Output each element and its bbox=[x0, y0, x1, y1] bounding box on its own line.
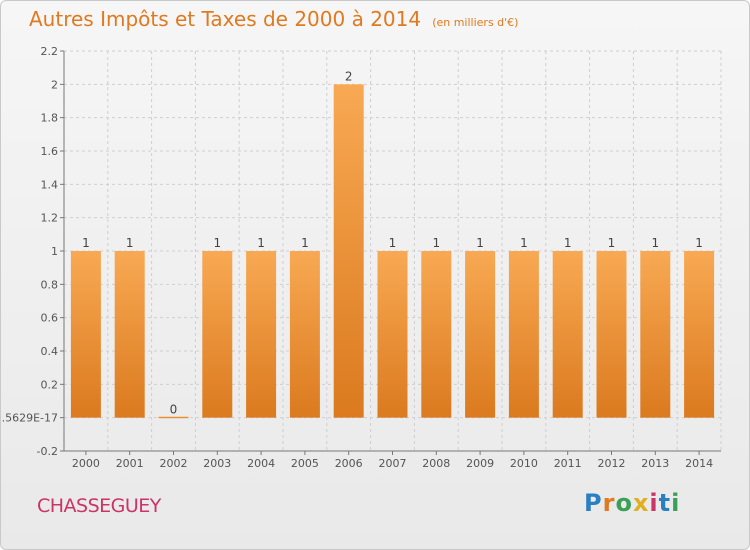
y-tick-label: 0.8 bbox=[41, 278, 59, 291]
data-label: 1 bbox=[695, 236, 703, 250]
bars bbox=[70, 84, 715, 419]
x-tick-label: 2004 bbox=[247, 457, 275, 470]
data-label: 1 bbox=[257, 236, 265, 250]
data-label: 1 bbox=[82, 236, 90, 250]
x-tick-label: 2008 bbox=[422, 457, 450, 470]
x-tick-label: 2002 bbox=[160, 457, 188, 470]
logo-letter: o bbox=[615, 489, 633, 517]
y-tick-label: -0.2 bbox=[37, 445, 58, 458]
y-tick-label: 1.8 bbox=[41, 112, 59, 125]
y-tick-label: 1.4 bbox=[41, 178, 59, 191]
bar bbox=[640, 251, 671, 418]
data-label: 1 bbox=[301, 236, 309, 250]
x-tick-label: 2005 bbox=[291, 457, 319, 470]
bar bbox=[377, 251, 408, 418]
y-tick-label: 0.6 bbox=[41, 312, 59, 325]
data-label: 2 bbox=[345, 69, 353, 83]
bar bbox=[465, 251, 496, 418]
y-tick-label: 1.2 bbox=[41, 212, 59, 225]
data-label: 1 bbox=[520, 236, 528, 250]
logo-letter: i bbox=[671, 489, 681, 517]
x-tick-label: 2010 bbox=[510, 457, 538, 470]
bar bbox=[246, 251, 277, 418]
chart-title: Autres Impôts et Taxes de 2000 à 2014 bbox=[29, 7, 422, 31]
bar bbox=[202, 251, 233, 418]
bar bbox=[596, 251, 627, 418]
bar bbox=[333, 84, 364, 418]
data-label: 1 bbox=[432, 236, 440, 250]
y-tick-label: -1.5629E-17 bbox=[1, 412, 58, 425]
axes bbox=[60, 50, 721, 455]
y-tick-label: 2.2 bbox=[41, 45, 59, 58]
x-tick-label: 2001 bbox=[116, 457, 144, 470]
x-tick-label: 2013 bbox=[641, 457, 669, 470]
bar bbox=[289, 251, 320, 418]
x-tick-label: 2014 bbox=[685, 457, 713, 470]
y-tick-label: 0.2 bbox=[41, 378, 59, 391]
title-row: Autres Impôts et Taxes de 2000 à 2014 (e… bbox=[29, 7, 518, 31]
x-tick-label: 2006 bbox=[335, 457, 363, 470]
x-tick-label: 2009 bbox=[466, 457, 494, 470]
bar bbox=[158, 416, 189, 419]
data-label: 1 bbox=[389, 236, 397, 250]
data-label: 1 bbox=[476, 236, 484, 250]
y-tick-label: 0.4 bbox=[41, 345, 59, 358]
bar bbox=[421, 251, 452, 418]
x-tick-label: 2000 bbox=[72, 457, 100, 470]
logo-letter: r bbox=[602, 489, 616, 517]
bar bbox=[508, 251, 539, 418]
labels: -0.2 -1.5629E-17 0.2 0.4 0.6 0.8 1 1.2 1.4 1.6 1.8… bbox=[1, 45, 713, 470]
y-tick-label: 1 bbox=[51, 245, 58, 258]
logo-letter: i bbox=[649, 489, 659, 517]
chart-subtitle: (en milliers d'€) bbox=[432, 16, 519, 29]
bar bbox=[70, 251, 101, 418]
data-label: 1 bbox=[564, 236, 572, 250]
y-tick-label: 1.6 bbox=[41, 145, 59, 158]
y-tick-label: 2 bbox=[51, 78, 58, 91]
x-tick-label: 2011 bbox=[554, 457, 582, 470]
bar bbox=[552, 251, 583, 418]
x-tick-label: 2012 bbox=[598, 457, 626, 470]
data-label: 1 bbox=[608, 236, 616, 250]
logo-letter: x bbox=[632, 489, 650, 517]
x-tick-label: 2003 bbox=[203, 457, 231, 470]
data-label: 1 bbox=[213, 236, 221, 250]
bar bbox=[114, 251, 145, 418]
logo-letter: t bbox=[658, 489, 672, 517]
proxiti-logo: Proxiti bbox=[584, 489, 680, 517]
data-label: 1 bbox=[126, 236, 134, 250]
commune-name: CHASSEGUEY bbox=[37, 495, 161, 517]
x-tick-label: 2007 bbox=[379, 457, 407, 470]
data-label: 0 bbox=[170, 403, 178, 417]
bar bbox=[684, 251, 715, 418]
logo-letter: P bbox=[584, 489, 603, 517]
data-label: 1 bbox=[651, 236, 659, 250]
